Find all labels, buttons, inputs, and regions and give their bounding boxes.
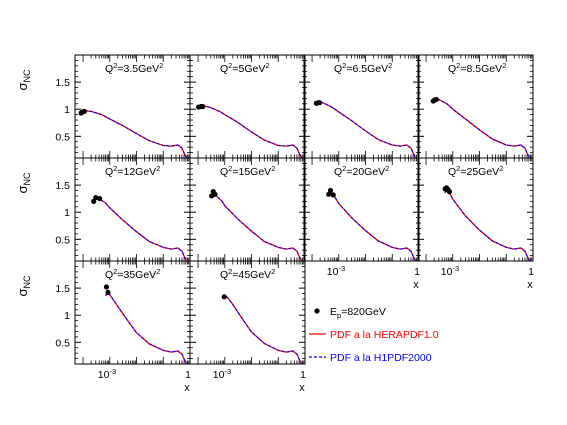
panel-q2-label: Q2=8.5GeV2	[448, 61, 506, 75]
data-point	[212, 191, 218, 197]
data-point	[316, 100, 323, 106]
data-point	[105, 289, 111, 296]
legend-data-label: Ep=820GeV	[330, 306, 386, 320]
x-tick-label: 10-3	[441, 264, 459, 278]
x-tick-label: 10-3	[98, 367, 116, 381]
y-axis-title: σNC	[15, 69, 32, 91]
x-tick-label: 1	[185, 369, 191, 381]
y-axis-title: σNC	[15, 172, 32, 194]
y-tick-label: 0.5	[55, 131, 70, 143]
panel-q2-6p5: Q2=6.5GeV2	[303, 54, 420, 159]
herapdf-curve	[222, 294, 303, 364]
h1pdf-curve	[327, 191, 417, 261]
panel-q2-45: Q2=45GeV2	[189, 260, 306, 365]
y-tick-label: 0.5	[55, 337, 70, 349]
panel-q2-15: Q2=15GeV2	[189, 157, 306, 262]
h1pdf-curve	[444, 189, 531, 261]
y-tick-label: 1	[64, 310, 70, 322]
panel-q2-5: Q2=5GeV2	[189, 54, 306, 159]
data-point	[200, 103, 206, 110]
h1pdf-curve	[80, 110, 188, 158]
data-point	[446, 189, 453, 195]
h1pdf-curve	[105, 291, 188, 364]
herapdf-curve	[315, 101, 417, 158]
x-axis-title: x	[184, 382, 190, 394]
panel-q2-label: Q2=5GeV2	[220, 61, 270, 75]
y-tick-label: 1	[64, 104, 70, 116]
h1pdf-curve	[222, 294, 303, 364]
legend-h1pdf-label: PDF a la H1PDF2000	[330, 352, 432, 364]
y-tick-label: 0.5	[55, 234, 70, 246]
data-point	[93, 194, 99, 201]
herapdf-curve	[92, 197, 188, 261]
panel-q2-25: Q2=25GeV2	[417, 157, 534, 262]
x-axis-title: x	[413, 279, 419, 291]
h1pdf-curve	[92, 197, 188, 261]
panel-q2-12: Q2=12GeV2	[74, 157, 191, 262]
y-tick-label: 1.5	[55, 180, 70, 192]
panel-q2-label: Q2=6.5GeV2	[334, 61, 392, 75]
herapdf-curve	[444, 189, 531, 261]
h1pdf-curve	[432, 98, 531, 158]
data-point	[97, 196, 103, 202]
x-tick-label: 1	[528, 266, 534, 278]
herapdf-curve	[80, 110, 188, 158]
x-axis-title: x	[527, 279, 533, 291]
panel-q2-label: Q2=15GeV2	[220, 164, 275, 178]
data-point	[91, 198, 97, 204]
legend: Ep=820GeV PDF a la HERAPDF1.0 PDF a la H…	[309, 306, 439, 364]
data-point	[103, 284, 110, 290]
y-axis-title: σNC	[15, 275, 32, 297]
panel-q2-label: Q2=3.5GeV2	[105, 61, 163, 75]
panel-q2-3p5: Q2=3.5GeV2	[74, 54, 191, 159]
panel-q2-label: Q2=35GeV2	[105, 267, 160, 281]
legend-herapdf-label: PDF a la HERAPDF1.0	[330, 329, 439, 341]
y-tick-label: 1.5	[55, 283, 70, 295]
x-axis-title: x	[299, 382, 305, 394]
herapdf-curve	[327, 191, 417, 261]
herapdf-curve	[105, 291, 188, 364]
h1pdf-curve	[197, 105, 303, 158]
data-point	[433, 96, 439, 103]
panel-q2-20: Q2=20GeV2	[303, 157, 420, 262]
y-tick-label: 1.5	[55, 77, 70, 89]
y-axis-labels: 0.5 1 1.5 σNC 0.5 1 1.5 σNC 0.5 1 1.5 σNC	[15, 69, 70, 349]
herapdf-curve	[210, 193, 303, 261]
panel-q2-label: Q2=20GeV2	[334, 164, 389, 178]
panel-q2-label: Q2=45GeV2	[220, 267, 275, 281]
panel-q2-label: Q2=25GeV2	[448, 164, 503, 178]
x-tick-label: 10-3	[213, 367, 231, 381]
panels-layer: Q2=3.5GeV2 Q2=5GeV2 Q2=6.5GeV2 Q2=8.5GeV2 Q2…	[74, 54, 534, 365]
x-tick-label: 10-3	[327, 264, 345, 278]
data-point	[330, 192, 336, 198]
h1pdf-curve	[210, 193, 303, 261]
herapdf-curve	[197, 105, 303, 158]
herapdf-curve	[432, 98, 531, 158]
panel-q2-35: Q2=35GeV2	[74, 260, 191, 365]
data-point	[221, 294, 227, 300]
x-tick-label: 1	[300, 369, 306, 381]
y-tick-label: 1	[64, 207, 70, 219]
legend-data-marker	[314, 308, 320, 314]
panel-q2-label: Q2=12GeV2	[105, 164, 160, 178]
x-tick-label: 1	[414, 266, 420, 278]
data-point	[327, 187, 334, 194]
panel-q2-8p5: Q2=8.5GeV2	[417, 54, 534, 159]
data-point	[81, 108, 87, 114]
h1pdf-curve	[315, 101, 417, 158]
